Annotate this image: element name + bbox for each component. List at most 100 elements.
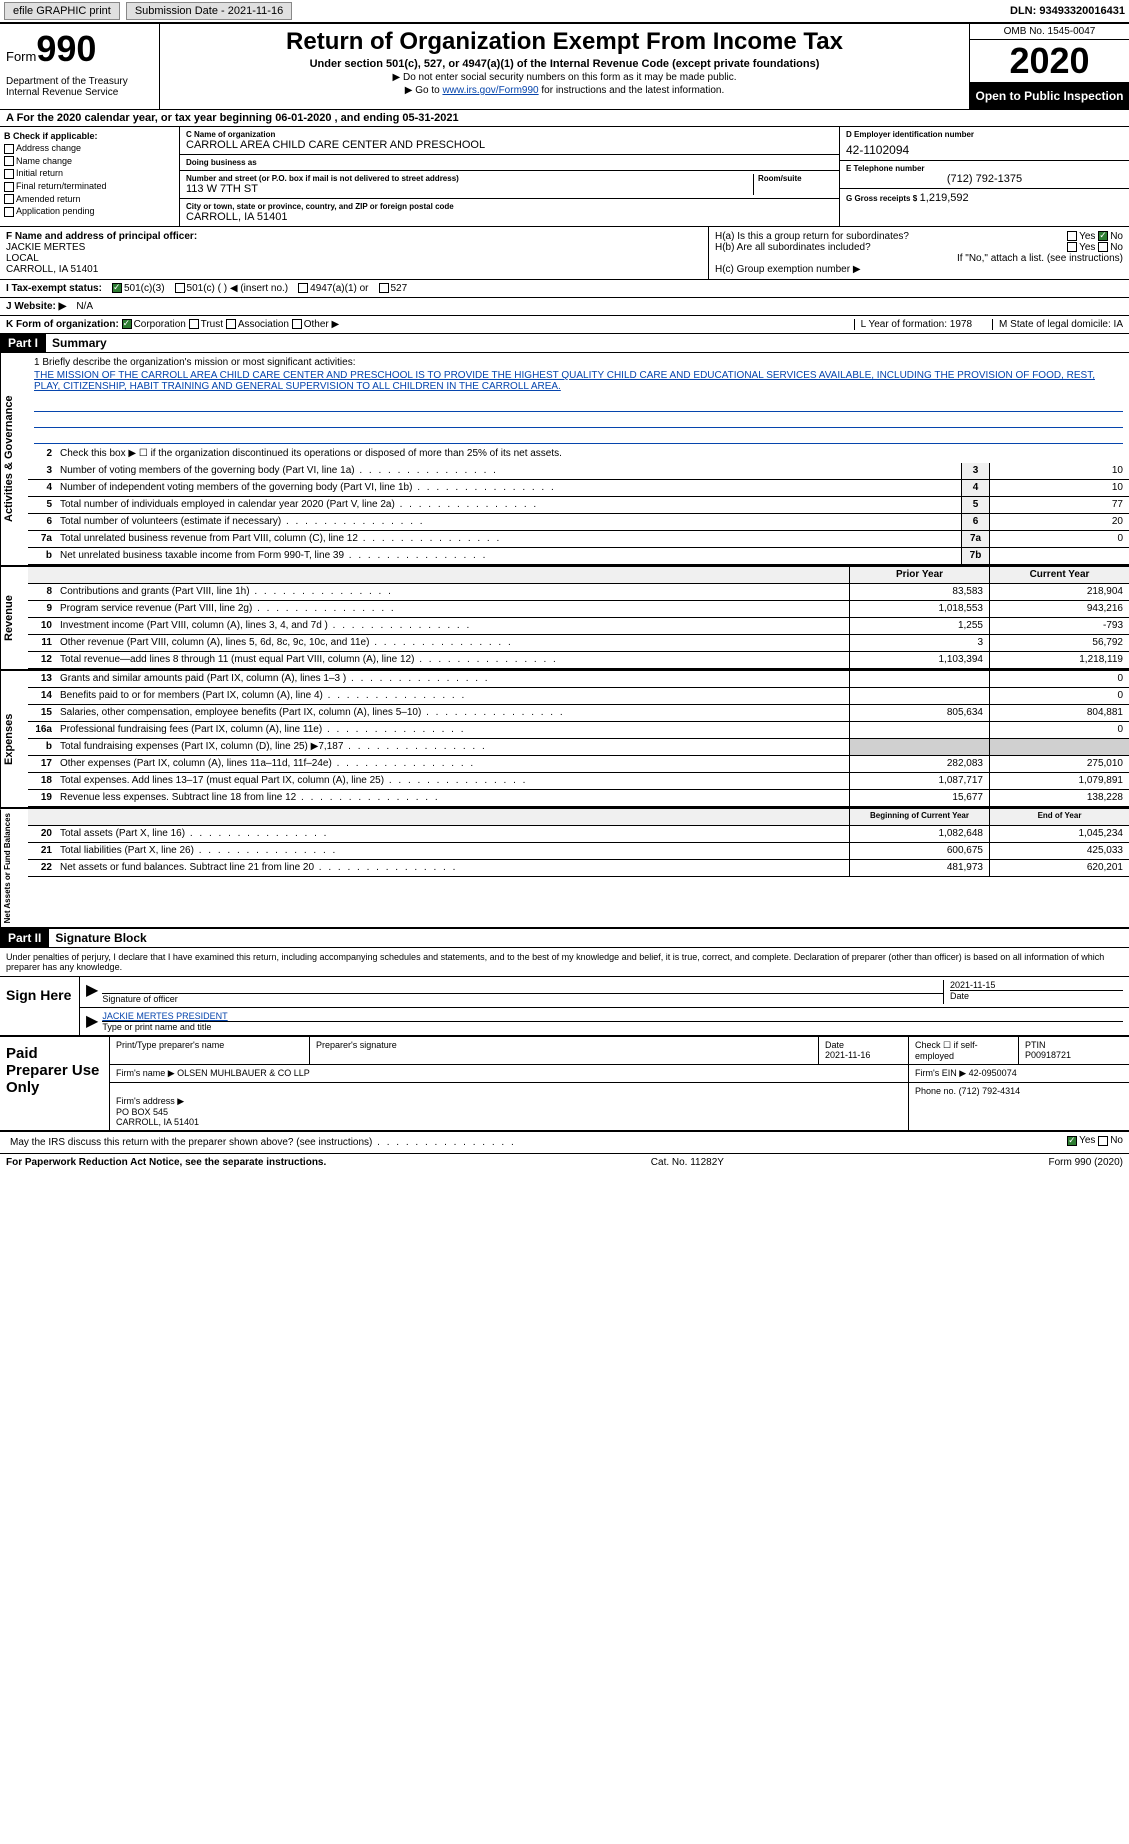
data-line: 21Total liabilities (Part X, line 26)600…	[28, 843, 1129, 860]
section-d: D Employer identification number 42-1102…	[839, 127, 1129, 226]
hdr-end: End of Year	[989, 809, 1129, 825]
hdr-beg: Beginning of Current Year	[849, 809, 989, 825]
form-note-ssn: ▶ Do not enter social security numbers o…	[166, 72, 963, 83]
sign-here-label: Sign Here	[0, 977, 80, 1035]
chk-527[interactable]: 527	[379, 283, 408, 294]
website-value: N/A	[76, 301, 93, 312]
mission-label: 1 Briefly describe the organization's mi…	[34, 357, 1123, 368]
may-irs-row: May the IRS discuss this return with the…	[0, 1132, 1129, 1154]
chk-initial[interactable]: Initial return	[4, 168, 175, 179]
hdr-prior: Prior Year	[849, 567, 989, 583]
arrow-icon: ▶	[86, 980, 98, 1004]
tax-year: 2020	[970, 40, 1129, 83]
part1-bar: Part I Summary	[0, 334, 1129, 353]
gov-line: 3Number of voting members of the governi…	[28, 463, 1129, 480]
open-inspection: Open to Public Inspection	[970, 83, 1129, 109]
may-irs-yesno: Yes No	[983, 1135, 1123, 1150]
ptin-label: PTIN	[1025, 1040, 1046, 1050]
header-left: Form990 Department of the Treasury Inter…	[0, 24, 160, 109]
section-b-title: B Check if applicable:	[4, 131, 175, 141]
section-f: F Name and address of principal officer:…	[0, 227, 709, 279]
gov-line: 4Number of independent voting members of…	[28, 480, 1129, 497]
data-line: 11Other revenue (Part VIII, column (A), …	[28, 635, 1129, 652]
tax-status-label: I Tax-exempt status:	[6, 283, 102, 294]
chk-final[interactable]: Final return/terminated	[4, 181, 175, 192]
chk-501c[interactable]: 501(c) ( ) ◀ (insert no.)	[175, 283, 289, 294]
chk-name[interactable]: Name change	[4, 156, 175, 167]
gross-value: 1,219,592	[920, 192, 969, 204]
f-name: JACKIE MERTES	[6, 242, 702, 253]
addr-value: 113 W 7TH ST	[186, 183, 753, 195]
data-line: 8Contributions and grants (Part VIII, li…	[28, 584, 1129, 601]
chk-amended[interactable]: Amended return	[4, 194, 175, 205]
chk-assoc[interactable]: Association	[226, 319, 289, 330]
fh-row: F Name and address of principal officer:…	[0, 227, 1129, 280]
firm-name: OLSEN MUHLBAUER & CO LLP	[177, 1068, 310, 1078]
line2-text: Check this box ▶ ☐ if the organization d…	[56, 446, 1129, 463]
blank-line	[34, 430, 1123, 444]
preparer-grid: Paid Preparer Use Only Print/Type prepar…	[0, 1035, 1129, 1132]
f-addr2: CARROLL, IA 51401	[6, 264, 702, 275]
website-row: J Website: ▶ N/A	[0, 298, 1129, 316]
form-ref: Form 990 (2020)	[1049, 1157, 1123, 1168]
footer: For Paperwork Reduction Act Notice, see …	[0, 1154, 1129, 1171]
addr-label: Number and street (or P.O. box if mail i…	[186, 174, 753, 183]
omb-number: OMB No. 1545-0047	[970, 24, 1129, 40]
data-line: 18Total expenses. Add lines 13–17 (must …	[28, 773, 1129, 790]
data-line: 20Total assets (Part X, line 16)1,082,64…	[28, 826, 1129, 843]
gov-side-label: Activities & Governance	[0, 353, 28, 565]
section-h: H(a) Is this a group return for subordin…	[709, 227, 1129, 279]
form-title: Return of Organization Exempt From Incom…	[166, 28, 963, 56]
officer-name: JACKIE MERTES PRESIDENT	[102, 1011, 1123, 1022]
form-prefix: Form	[6, 49, 36, 64]
info-grid: B Check if applicable: Address change Na…	[0, 127, 1129, 227]
ha-yesno: Yes No	[1067, 231, 1123, 242]
year-formation: L Year of formation: 1978	[854, 319, 972, 330]
chk-application[interactable]: Application pending	[4, 206, 175, 217]
prep-date-label: Date	[825, 1040, 844, 1050]
org-name-label: C Name of organization	[186, 130, 833, 139]
blank-line	[34, 414, 1123, 428]
irs-link[interactable]: www.irs.gov/Form990	[442, 85, 538, 96]
korg-row: K Form of organization: Corporation Trus…	[0, 316, 1129, 334]
ein-value: 42-1102094	[846, 143, 1123, 157]
city-value: CARROLL, IA 51401	[186, 211, 833, 223]
dln: DLN: 93493320016431	[1010, 5, 1125, 17]
prep-sig-label: Preparer's signature	[310, 1037, 819, 1064]
data-line: bTotal fundraising expenses (Part IX, co…	[28, 739, 1129, 756]
part2-title: Signature Block	[49, 929, 152, 947]
hc-label: H(c) Group exemption number ▶	[715, 264, 1123, 275]
chk-address[interactable]: Address change	[4, 143, 175, 154]
chk-4947[interactable]: 4947(a)(1) or	[298, 283, 368, 294]
part2-hdr: Part II	[0, 929, 49, 947]
dba-label: Doing business as	[186, 158, 833, 167]
data-line: 13Grants and similar amounts paid (Part …	[28, 671, 1129, 688]
hdr-curr: Current Year	[989, 567, 1129, 583]
data-line: 9Program service revenue (Part VIII, lin…	[28, 601, 1129, 618]
tel-value: (712) 792-1375	[846, 173, 1123, 185]
gov-line: 7aTotal unrelated business revenue from …	[28, 531, 1129, 548]
gov-line: bNet unrelated business taxable income f…	[28, 548, 1129, 565]
chk-other[interactable]: Other ▶	[292, 319, 339, 330]
net-section: Net Assets or Fund Balances Beginning of…	[0, 809, 1129, 929]
f-addr1: LOCAL	[6, 253, 702, 264]
may-irs-text: May the IRS discuss this return with the…	[6, 1135, 983, 1150]
mission-block: 1 Briefly describe the organization's mi…	[28, 353, 1129, 396]
blank-line	[34, 398, 1123, 412]
chk-trust[interactable]: Trust	[189, 319, 223, 330]
exp-side-label: Expenses	[0, 671, 28, 807]
top-bar: efile GRAPHIC print Submission Date - 20…	[0, 0, 1129, 24]
firm-phone: (712) 792-4314	[959, 1086, 1021, 1096]
chk-corp[interactable]: Corporation	[122, 319, 186, 330]
sig-officer-label: Signature of officer	[102, 994, 943, 1004]
chk-501c3[interactable]: 501(c)(3)	[112, 283, 165, 294]
hb-yesno: Yes No	[1067, 242, 1123, 253]
rev-section: Revenue Prior Year Current Year 8Contrib…	[0, 567, 1129, 671]
ha-label: H(a) Is this a group return for subordin…	[715, 231, 909, 242]
form-subtitle: Under section 501(c), 527, or 4947(a)(1)…	[166, 58, 963, 70]
state-domicile: M State of legal domicile: IA	[992, 319, 1123, 330]
data-line: 22Net assets or fund balances. Subtract …	[28, 860, 1129, 877]
data-line: 16aProfessional fundraising fees (Part I…	[28, 722, 1129, 739]
firm-phone-label: Phone no.	[915, 1086, 956, 1096]
data-line: 15Salaries, other compensation, employee…	[28, 705, 1129, 722]
